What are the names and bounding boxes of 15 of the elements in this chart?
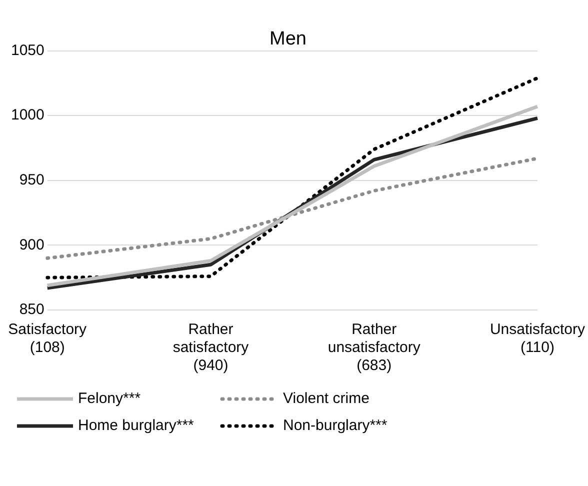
y-tick-label: 1000 [10,106,44,124]
legend-label: Home burglary*** [78,417,194,434]
x-tick-label: Rather unsatisfactory (683) [328,321,421,374]
x-tick-label: Unsatisfactory (110) [490,321,586,356]
y-tick-label: 950 [19,172,44,189]
line-series [46,76,540,280]
x-tick-label: Rather satisfactory (940) [172,321,250,374]
legend-label: Non-burglary*** [283,417,388,434]
chart-title: Men [270,28,306,50]
y-tick-label: 900 [19,236,44,254]
legend-label: Violent crime [283,390,370,407]
y-tick-label: 1050 [10,42,44,59]
x-tick-label: Satisfactory (108) [8,321,88,356]
legend-label: Felony*** [78,390,141,407]
y-tick-label: 850 [19,301,44,318]
